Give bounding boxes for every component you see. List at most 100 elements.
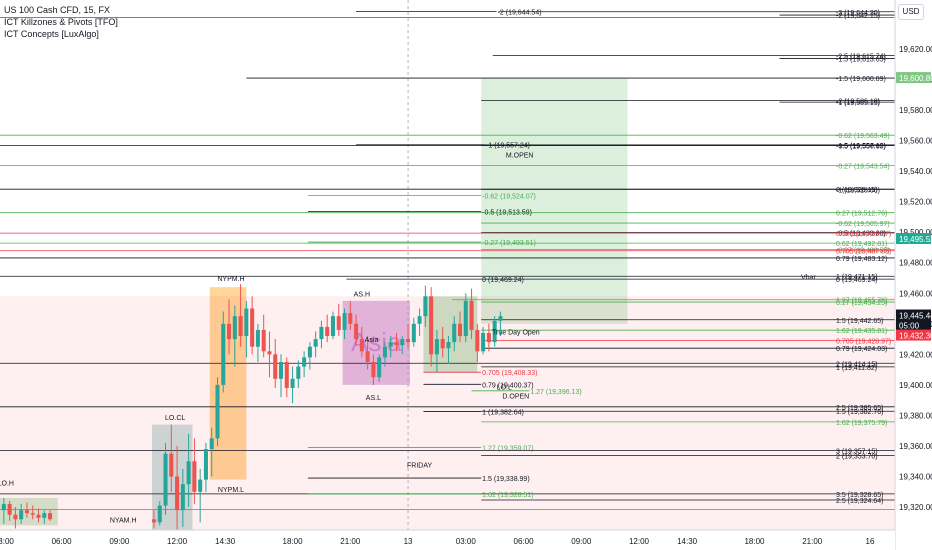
price-tick-label: 19,380.00 [899,411,932,420]
candle-body [278,361,284,379]
chart-annotation: LO.H [0,481,14,488]
candle-body [209,438,214,450]
candle-body [342,313,347,330]
candle-body [244,308,249,337]
candle-body [192,461,197,492]
chart-annotation: FRIDAY [407,462,432,469]
candle-body [394,342,399,346]
level-label: -0.5 (19,556.65) [836,144,886,151]
time-tick-label: 16 [866,537,875,546]
chart-legend: US 100 Cash CFD, 15, FX ICT Killzones & … [4,4,118,40]
candle-body [434,339,439,355]
price-tick-label: 19,320.00 [899,503,932,512]
level-label: -1.5 (19,613.65) [836,57,886,64]
time-tick-label: 06:00 [514,537,535,546]
level-label: 1 (19,411.82) [836,365,877,372]
level-label: -1.5 (19,600.89) [836,76,886,83]
candle-body [475,329,480,352]
candle-body [267,351,272,355]
time-tick-label: 12:00 [167,537,188,546]
candle-body [307,346,312,358]
candle-body [19,510,24,520]
candle-body [24,510,29,514]
level-label: 2 (19,353.70) [836,454,878,461]
level-label: 1.5 (19,442.65) [836,318,883,325]
level-label: 0 (19,469.24) [836,277,878,284]
chart-annotation: AS.H [354,291,370,298]
time-tick-label: 12:00 [629,537,650,546]
level-label: 3 (19,357.15) [836,448,878,455]
candle-body [325,326,330,337]
time-tick-label: 06:00 [52,537,73,546]
candle-body [400,339,405,346]
level-label: -2 (19,642.15) [836,13,880,20]
time-tick-label: 09:00 [109,537,130,546]
level-label: -3 (19,644.30) [836,10,880,17]
indicator-killzones[interactable]: ICT Killzones & Pivots [TFO] [4,17,118,27]
chart-annotation: D.OPEN [502,394,529,401]
candle-body [169,453,174,477]
price-tag-countdown: 05:00 [899,321,920,330]
time-tick-label: 03:00 [456,537,477,546]
currency-button[interactable]: USD [898,4,924,20]
candle-body [250,308,255,347]
candle-body [232,316,237,340]
candle-body [469,300,474,330]
level-label: 0.79 (19,424.03) [836,346,887,353]
time-tick-label: 13 [404,537,413,546]
candle-body [157,505,162,523]
candle-body [163,453,168,506]
level-label: -2.5 (19,615.74) [836,53,886,60]
price-tag-label: 19,432.30 [899,332,932,341]
chart-annotation: True Day Open [492,329,540,336]
candle-body [198,479,203,492]
level-label: 1.5 (19,338.99) [482,476,529,483]
candle-body [371,361,376,378]
time-tick-label: 21:00 [340,537,361,546]
level-label: -0.5 (19,499.80) [836,230,886,237]
candle-body [377,357,382,378]
candle-body [13,514,18,520]
time-tick-label: 09:00 [571,537,592,546]
level-label: -1 (19,557.24) [486,143,530,150]
time-axis-panel [0,530,895,550]
chart-annotation: LO.L [497,384,512,391]
level-label: -0.27 (19,488.55) [836,248,890,255]
candle-body [429,296,434,355]
zone-box [481,78,628,324]
price-tick-label: 19,400.00 [899,381,932,390]
time-tick-label: 21:00 [802,537,823,546]
level-label: 0.79 (19,400.37) [482,382,533,389]
candle-body [215,384,220,439]
price-tick-label: 19,540.00 [899,167,932,176]
symbol-title[interactable]: US 100 Cash CFD, 15, FX [4,5,111,15]
level-label: 0.27 (19,454.25) [836,300,887,307]
indicator-ict-concepts[interactable]: ICT Concepts [LuxAlgo] [4,29,99,39]
candle-body [175,476,180,511]
candle-body [411,323,416,343]
level-label: 0.705 (19,408.33) [482,370,537,377]
candle-body [498,316,503,321]
candle-body [423,296,428,317]
level-label: 0.705 (19,487.85) [836,249,891,256]
candle-body [48,513,53,520]
level-label: 1.62 (19,375.79) [836,420,887,427]
level-label: 0.62 (19,492.81) [836,241,887,248]
candle-body [255,329,260,347]
level-label: 0 (19,469.24) [482,277,524,284]
candle-body [330,316,335,337]
level-label: -0.27 (19,493.51) [482,240,536,247]
level-label: 1.27 (19,359.07) [482,445,533,452]
price-axis-panel [895,0,932,550]
time-tick-label: 18:00 [744,537,765,546]
candle-body [261,329,266,352]
price-tick-label: 19,620.00 [899,45,932,54]
chart-annotation: Vbar [801,275,816,282]
price-tag [896,329,931,341]
candle-body [36,514,41,518]
candle-body [302,357,307,367]
level-label: -0.27 (19,543.54) [836,164,890,171]
level-label: -0.62 (19,524.07) [482,193,536,200]
